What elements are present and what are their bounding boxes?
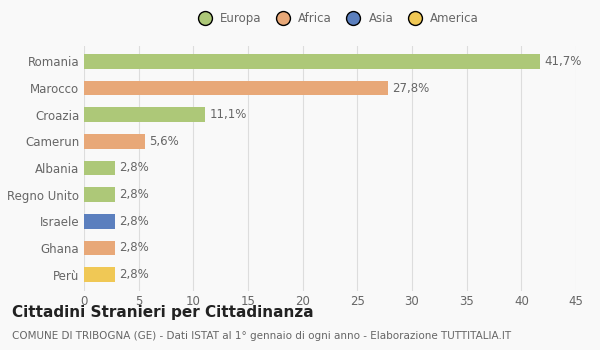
Text: 2,8%: 2,8% (119, 215, 149, 228)
Text: 5,6%: 5,6% (149, 135, 179, 148)
Bar (84, 161, 115, 175)
Text: 2,8%: 2,8% (119, 188, 149, 201)
Text: Cittadini Stranieri per Cittadinanza: Cittadini Stranieri per Cittadinanza (12, 304, 314, 320)
Bar (84, 240, 115, 255)
Legend: Europa, Africa, Asia, America: Europa, Africa, Asia, America (188, 8, 484, 30)
Bar (84, 134, 145, 149)
Bar (84, 214, 115, 229)
Bar (84, 54, 540, 69)
Text: 2,8%: 2,8% (119, 268, 149, 281)
Bar (84, 187, 115, 202)
Text: 2,8%: 2,8% (119, 241, 149, 254)
Text: 2,8%: 2,8% (119, 161, 149, 175)
Text: COMUNE DI TRIBOGNA (GE) - Dati ISTAT al 1° gennaio di ogni anno - Elaborazione T: COMUNE DI TRIBOGNA (GE) - Dati ISTAT al … (12, 331, 511, 341)
Text: 27,8%: 27,8% (392, 82, 430, 95)
Text: 41,7%: 41,7% (544, 55, 581, 68)
Bar (84, 267, 115, 282)
Bar (84, 107, 205, 122)
Bar (84, 81, 388, 96)
Text: 11,1%: 11,1% (210, 108, 247, 121)
